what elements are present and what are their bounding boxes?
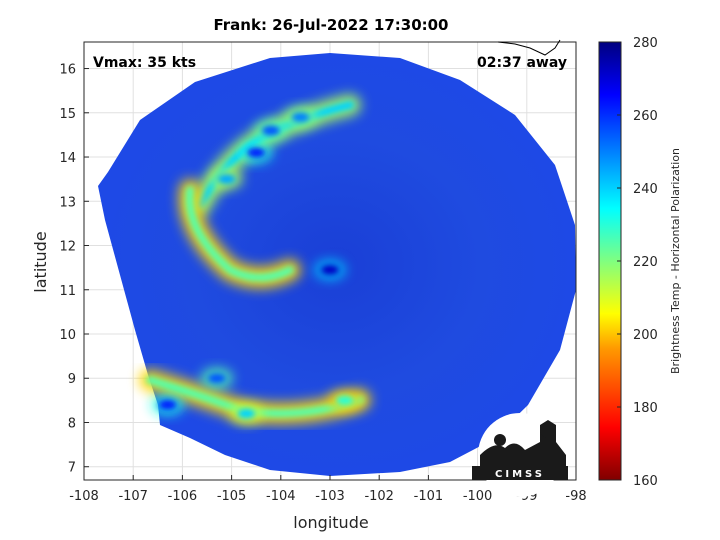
- band-north-1: [247, 147, 266, 158]
- band-south-3: [237, 408, 256, 419]
- x-tick-label-4: -104: [266, 489, 296, 504]
- cb-tick-label-5: 260: [633, 109, 658, 124]
- logo-dish: [494, 434, 506, 446]
- cb-tick-label-6: 280: [633, 36, 658, 51]
- y-tick-label-5: 12: [59, 240, 76, 255]
- cimss-logo: CIMSS: [472, 413, 568, 497]
- band-north-3: [291, 112, 310, 123]
- band-south-2: [207, 373, 226, 384]
- x-axis: -108 -107 -106 -105 -104 -103 -102 -101 -100 -99-…: [69, 475, 587, 504]
- x-tick-label-3: -105: [217, 489, 247, 504]
- coastline: [497, 39, 561, 56]
- y-tick-label-0: 7: [68, 461, 76, 476]
- colorbar-ticks: 160 180 200 220 240 260 280: [617, 36, 658, 489]
- cb-tick-label-1: 180: [633, 401, 658, 416]
- cb-tick-label-4: 240: [633, 182, 658, 197]
- logo-band: [472, 466, 568, 480]
- band-arc-west: [185, 186, 294, 282]
- logo-text: CIMSS: [495, 469, 545, 480]
- y-tick-label-6: 13: [59, 195, 76, 210]
- colorbar: 160 180 200 220 240 260 280 Brightness Temp - …: [598, 36, 682, 489]
- y-tick-label-1: 8: [68, 416, 76, 431]
- band-south-4: [335, 395, 354, 406]
- cb-tick-label-3: 220: [633, 255, 658, 270]
- band-north-2: [261, 125, 280, 136]
- swath: [98, 53, 576, 476]
- center-hotspot: [321, 264, 339, 275]
- x-tick-label-6: -102: [364, 489, 394, 504]
- cb-tick-label-2: 200: [633, 328, 658, 343]
- x-tick-label-10: -98: [565, 489, 586, 504]
- x-tick-label-1: -107: [118, 489, 148, 504]
- y-tick-label-2: 9: [68, 372, 76, 387]
- x-tick-label-5: -103: [315, 489, 345, 504]
- time-away-label: 02:37 away: [477, 55, 567, 71]
- chart-title: Frank: 26-Jul-2022 17:30:00: [214, 16, 449, 34]
- band-west-1: [217, 174, 236, 185]
- y-tick-label-3: 10: [59, 328, 76, 343]
- x-tick-label-7: -101: [414, 489, 444, 504]
- cb-tick-label-0: 160: [633, 474, 658, 489]
- band-south-1: [158, 399, 177, 410]
- colorbar-title: Brightness Temp - Horizontal Polarizatio…: [669, 148, 682, 374]
- features: [139, 94, 371, 425]
- x-axis-title: longitude: [293, 513, 368, 532]
- x-tick-label-8: -100: [463, 489, 493, 504]
- plot-area: [83, 41, 577, 481]
- vmax-label: Vmax: 35 kts: [93, 55, 196, 71]
- x-tick-label-0: -108: [69, 489, 99, 504]
- y-tick-label-9: 16: [59, 63, 76, 78]
- y-tick-label-8: 15: [59, 107, 76, 122]
- y-tick-label-7: 14: [59, 151, 76, 166]
- y-tick-label-4: 11: [59, 284, 76, 299]
- x-tick-label-2: -106: [168, 489, 198, 504]
- y-axis: 7 8 9 10 11 12 13 14 15 16: [59, 63, 89, 476]
- logo-tower-top: [540, 422, 556, 438]
- y-axis-title: latitude: [31, 231, 50, 292]
